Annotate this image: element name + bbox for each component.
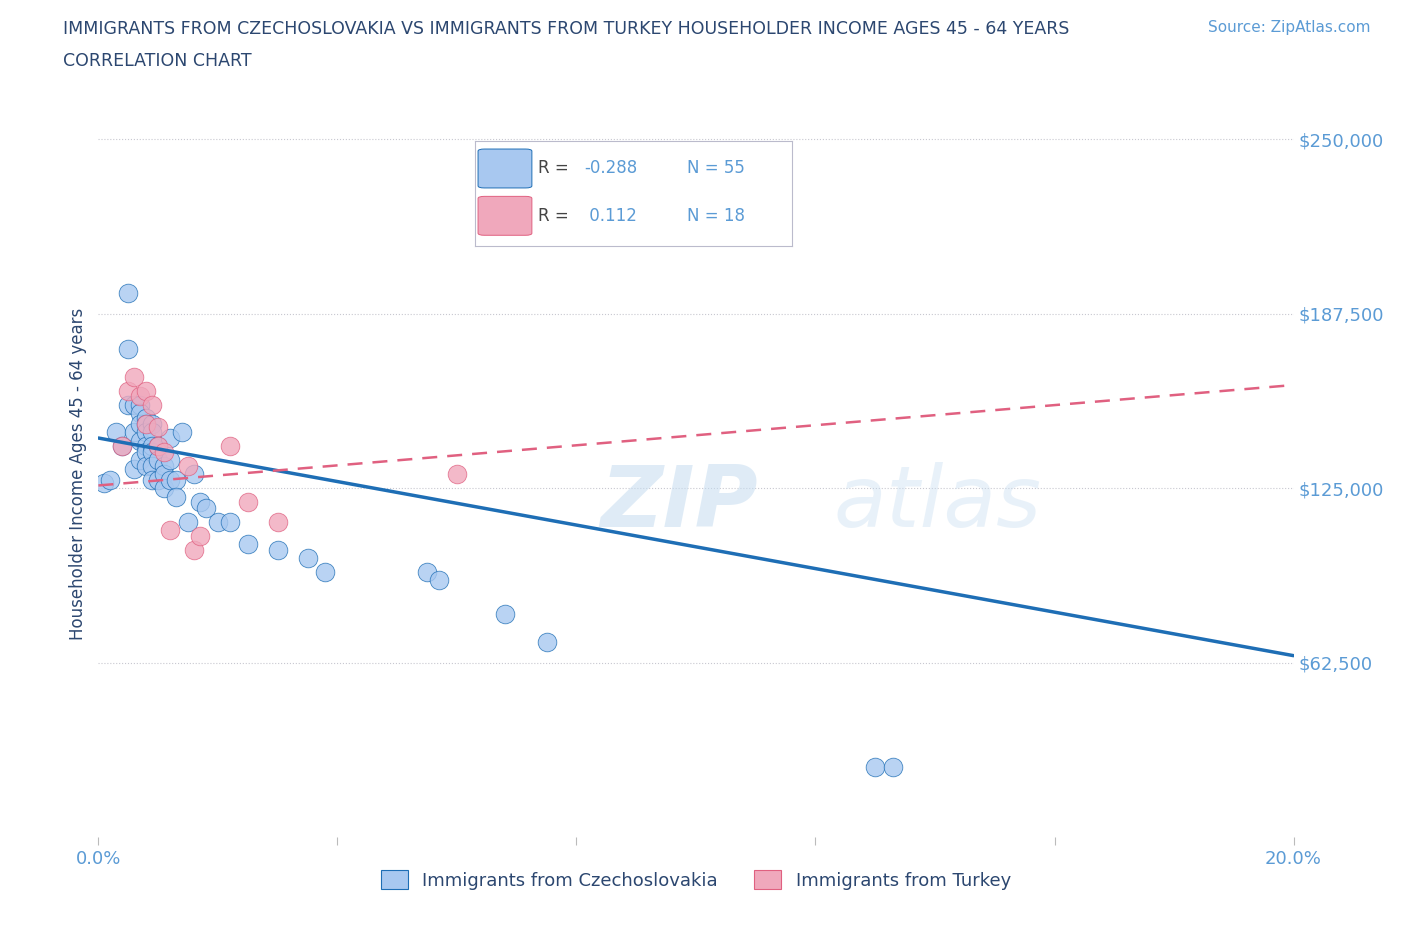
Text: atlas: atlas — [834, 462, 1042, 545]
Point — [865, 760, 887, 775]
Point — [183, 542, 205, 557]
Point — [494, 606, 516, 621]
Point — [129, 397, 152, 412]
Point — [416, 565, 439, 579]
Point — [135, 458, 157, 473]
Point — [172, 425, 194, 440]
Point — [111, 439, 134, 454]
Point — [177, 514, 200, 529]
Point — [111, 439, 134, 454]
Point — [165, 489, 187, 504]
Point — [183, 467, 205, 482]
Point — [129, 405, 152, 420]
Point — [267, 514, 290, 529]
Point — [93, 475, 115, 490]
Point — [141, 417, 163, 432]
Point — [141, 458, 163, 473]
Point — [148, 439, 170, 454]
Point — [153, 458, 176, 473]
Point — [159, 453, 181, 468]
Text: CORRELATION CHART: CORRELATION CHART — [63, 52, 252, 70]
Point — [141, 472, 163, 487]
Point — [105, 425, 128, 440]
Point — [153, 445, 176, 459]
Point — [135, 439, 157, 454]
Point — [148, 439, 170, 454]
Point — [117, 383, 139, 398]
Point — [446, 467, 468, 482]
Point — [153, 481, 176, 496]
Point — [207, 514, 229, 529]
Point — [124, 369, 146, 384]
Point — [159, 431, 181, 445]
Point — [536, 634, 558, 649]
Point — [195, 500, 218, 515]
Legend: Immigrants from Czechoslovakia, Immigrants from Turkey: Immigrants from Czechoslovakia, Immigran… — [374, 863, 1018, 897]
Text: IMMIGRANTS FROM CZECHOSLOVAKIA VS IMMIGRANTS FROM TURKEY HOUSEHOLDER INCOME AGES: IMMIGRANTS FROM CZECHOSLOVAKIA VS IMMIGR… — [63, 20, 1070, 38]
Text: Source: ZipAtlas.com: Source: ZipAtlas.com — [1208, 20, 1371, 35]
Point — [129, 417, 152, 432]
Point — [315, 565, 337, 579]
Point — [159, 523, 181, 538]
Point — [141, 445, 163, 459]
Point — [188, 495, 211, 510]
Point — [135, 445, 157, 459]
Point — [129, 389, 152, 404]
Text: ZIP: ZIP — [600, 462, 758, 545]
Point — [124, 397, 146, 412]
Point — [117, 397, 139, 412]
Point — [135, 417, 157, 432]
Point — [98, 472, 122, 487]
Point — [236, 537, 259, 551]
Point — [882, 760, 904, 775]
Point — [117, 286, 139, 300]
Point — [117, 341, 139, 356]
Point — [141, 397, 163, 412]
Point — [135, 425, 157, 440]
Point — [153, 467, 176, 482]
Point — [297, 551, 319, 565]
Point — [135, 383, 157, 398]
Point — [219, 439, 242, 454]
Point — [427, 573, 450, 588]
Y-axis label: Householder Income Ages 45 - 64 years: Householder Income Ages 45 - 64 years — [69, 308, 87, 641]
Point — [177, 458, 200, 473]
Point — [148, 472, 170, 487]
Point — [165, 472, 187, 487]
Point — [141, 439, 163, 454]
Point — [148, 453, 170, 468]
Point — [129, 433, 152, 448]
Point — [148, 419, 170, 434]
Point — [141, 425, 163, 440]
Point — [124, 425, 146, 440]
Point — [219, 514, 242, 529]
Point — [267, 542, 290, 557]
Point — [159, 472, 181, 487]
Point — [124, 461, 146, 476]
Point — [236, 495, 259, 510]
Point — [135, 411, 157, 426]
Point — [129, 453, 152, 468]
Point — [135, 417, 157, 432]
Point — [188, 528, 211, 543]
